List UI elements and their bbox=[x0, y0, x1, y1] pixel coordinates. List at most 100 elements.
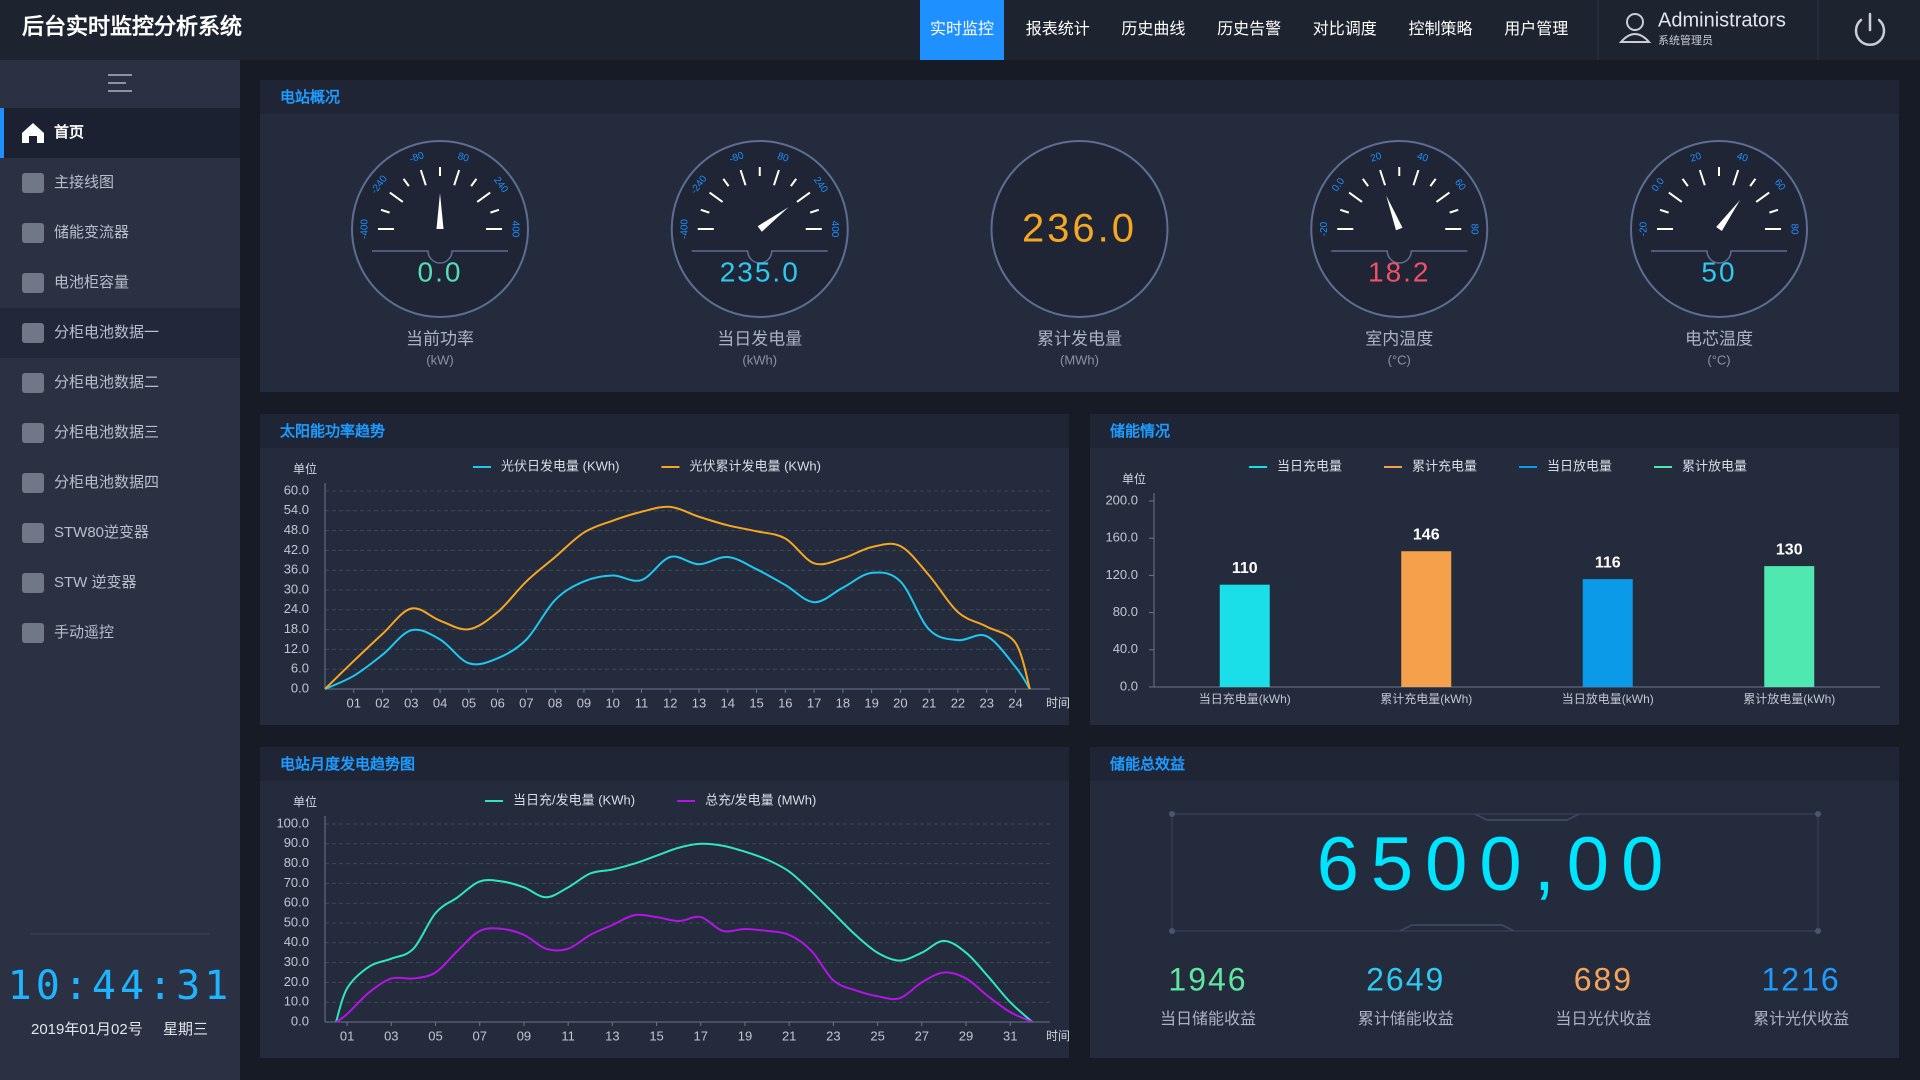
line-series bbox=[335, 913, 1033, 1023]
x-tick-label: 24 bbox=[1008, 695, 1022, 710]
x-tick-label: 15 bbox=[649, 1028, 663, 1043]
y-tick-label: 54.0 bbox=[284, 502, 309, 517]
bar-value-label: 130 bbox=[1776, 541, 1803, 558]
revenue-label: 累计储能收益 bbox=[1358, 1010, 1454, 1028]
menu-item[interactable]: 分柜电池数据三 bbox=[54, 424, 159, 441]
nav-item[interactable]: 用户管理 bbox=[1504, 20, 1568, 38]
menu-toggle[interactable] bbox=[108, 74, 132, 92]
panel-title: 太阳能功率趋势 bbox=[280, 422, 385, 440]
revenue-frame-accent bbox=[1399, 813, 1580, 932]
menu-icon bbox=[22, 173, 44, 193]
gauge-tick-label: 400 bbox=[509, 221, 520, 238]
panel bbox=[260, 747, 1069, 1058]
x-tick-label: 12 bbox=[663, 695, 677, 710]
legend-label: 当日充电量 bbox=[1277, 458, 1342, 473]
bar-value-label: 110 bbox=[1232, 560, 1258, 577]
gauge-chord bbox=[1651, 250, 1787, 264]
x-tick-label: 23 bbox=[979, 695, 993, 710]
x-tick-label: 25 bbox=[870, 1028, 884, 1043]
y-tick-label: 10.0 bbox=[284, 994, 309, 1009]
nav-item[interactable]: 历史告警 bbox=[1217, 20, 1281, 38]
x-axis-label: 时间 bbox=[1046, 696, 1070, 710]
y-tick-label: 36.0 bbox=[284, 562, 309, 577]
gauge-tick bbox=[1379, 169, 1386, 186]
x-tick-label: 03 bbox=[384, 1028, 398, 1043]
menu-item[interactable]: 分柜电池数据一 bbox=[54, 324, 159, 341]
menu-item[interactable]: 首页 bbox=[54, 123, 84, 141]
gauge-tick-label: 80 bbox=[1788, 223, 1799, 235]
x-tick-label: 08 bbox=[548, 695, 562, 710]
gauge-label: 当前功率 bbox=[406, 329, 474, 348]
line-series bbox=[335, 842, 1033, 1023]
y-tick-label: 0.0 bbox=[291, 680, 309, 695]
menu-item[interactable]: 分柜电池数据四 bbox=[54, 474, 159, 491]
y-tick-label: 24.0 bbox=[284, 601, 309, 616]
date: 2019年01月02号 bbox=[31, 1021, 143, 1038]
legend-label: 总充/发电量 (MWh) bbox=[705, 792, 816, 807]
y-tick-label: 18.0 bbox=[284, 621, 309, 636]
y-tick-label: 6.0 bbox=[291, 661, 309, 676]
menu-icon bbox=[22, 473, 44, 493]
gauge-tick-label: -80 bbox=[408, 150, 426, 165]
nav-item[interactable]: 对比调度 bbox=[1313, 20, 1377, 38]
menu-item[interactable]: 主接线图 bbox=[54, 174, 114, 191]
menu-item[interactable]: 储能变流器 bbox=[54, 224, 129, 241]
x-tick-label: 29 bbox=[959, 1028, 973, 1043]
y-tick-label: 50.0 bbox=[284, 914, 309, 929]
gauge-value: 0.0 bbox=[418, 256, 463, 287]
power-button[interactable] bbox=[1854, 12, 1886, 46]
x-tick-label: 03 bbox=[404, 695, 418, 710]
gauge-minor-tick bbox=[700, 208, 710, 214]
y-tick-label: 20.0 bbox=[284, 974, 309, 989]
sidebar bbox=[0, 60, 240, 1080]
nav-item[interactable]: 实时监控 bbox=[930, 20, 994, 38]
x-tick-label: 10 bbox=[605, 695, 619, 710]
nav-item[interactable]: 历史曲线 bbox=[1121, 20, 1185, 38]
user-name[interactable]: Administrators bbox=[1658, 9, 1786, 31]
gauge-tick-label: 400 bbox=[829, 221, 840, 238]
revenue-value: 2649 bbox=[1366, 961, 1445, 997]
panel-header bbox=[260, 747, 1069, 781]
bar bbox=[1764, 566, 1815, 687]
bar-value-label: 116 bbox=[1595, 554, 1621, 571]
gauge-value: 18.2 bbox=[1368, 256, 1431, 287]
revenue-value: 689 bbox=[1574, 961, 1633, 997]
x-tick-label: 21 bbox=[922, 695, 936, 710]
gauge-unit: (kWh) bbox=[742, 352, 777, 367]
legend-label: 当日放电量 bbox=[1547, 458, 1612, 473]
menu-item[interactable]: 电池柜容量 bbox=[54, 274, 129, 291]
menu-item[interactable]: 手动遥控 bbox=[54, 624, 114, 641]
y-tick-label: 48.0 bbox=[284, 522, 309, 537]
menu-item[interactable]: STW80逆变器 bbox=[54, 524, 149, 541]
gauge-tick bbox=[1668, 191, 1683, 203]
x-tick-label: 09 bbox=[517, 1028, 531, 1043]
gauge-needle bbox=[1386, 195, 1403, 231]
x-tick-label: 09 bbox=[577, 695, 591, 710]
x-tick-label: 13 bbox=[692, 695, 706, 710]
menu-marker bbox=[0, 108, 4, 158]
x-tick-label: 06 bbox=[490, 695, 504, 710]
menu-icon bbox=[22, 373, 44, 393]
menu-item[interactable]: STW 逆变器 bbox=[54, 574, 137, 591]
nav-item[interactable]: 控制策略 bbox=[1408, 20, 1472, 38]
panel-title: 储能情况 bbox=[1110, 422, 1170, 440]
panel-header bbox=[260, 80, 1899, 114]
menu-icon bbox=[22, 573, 44, 593]
legend-label: 累计放电量 bbox=[1682, 458, 1747, 473]
y-tick-label: 0.0 bbox=[291, 1013, 309, 1028]
gauge-minor-tick bbox=[722, 178, 730, 187]
clock: 10:44:31 bbox=[8, 963, 233, 1009]
menu-icon bbox=[22, 623, 44, 643]
legend-label: 光伏累计发电量 (KWh) bbox=[689, 458, 820, 473]
x-tick-label: 02 bbox=[375, 695, 389, 710]
nav-item[interactable]: 报表统计 bbox=[1026, 20, 1090, 38]
gauge-unit: (MWh) bbox=[1060, 352, 1099, 367]
gauge-unit: (°C) bbox=[1707, 352, 1730, 367]
bar bbox=[1401, 551, 1452, 687]
menu-item[interactable]: 分柜电池数据二 bbox=[54, 374, 159, 391]
bar bbox=[1582, 579, 1633, 687]
legend-label: 光伏日发电量 (KWh) bbox=[501, 458, 619, 473]
y-axis-label: 单位 bbox=[293, 794, 317, 809]
gauge-value: 236.0 bbox=[1022, 207, 1137, 251]
x-tick-label: 16 bbox=[778, 695, 792, 710]
